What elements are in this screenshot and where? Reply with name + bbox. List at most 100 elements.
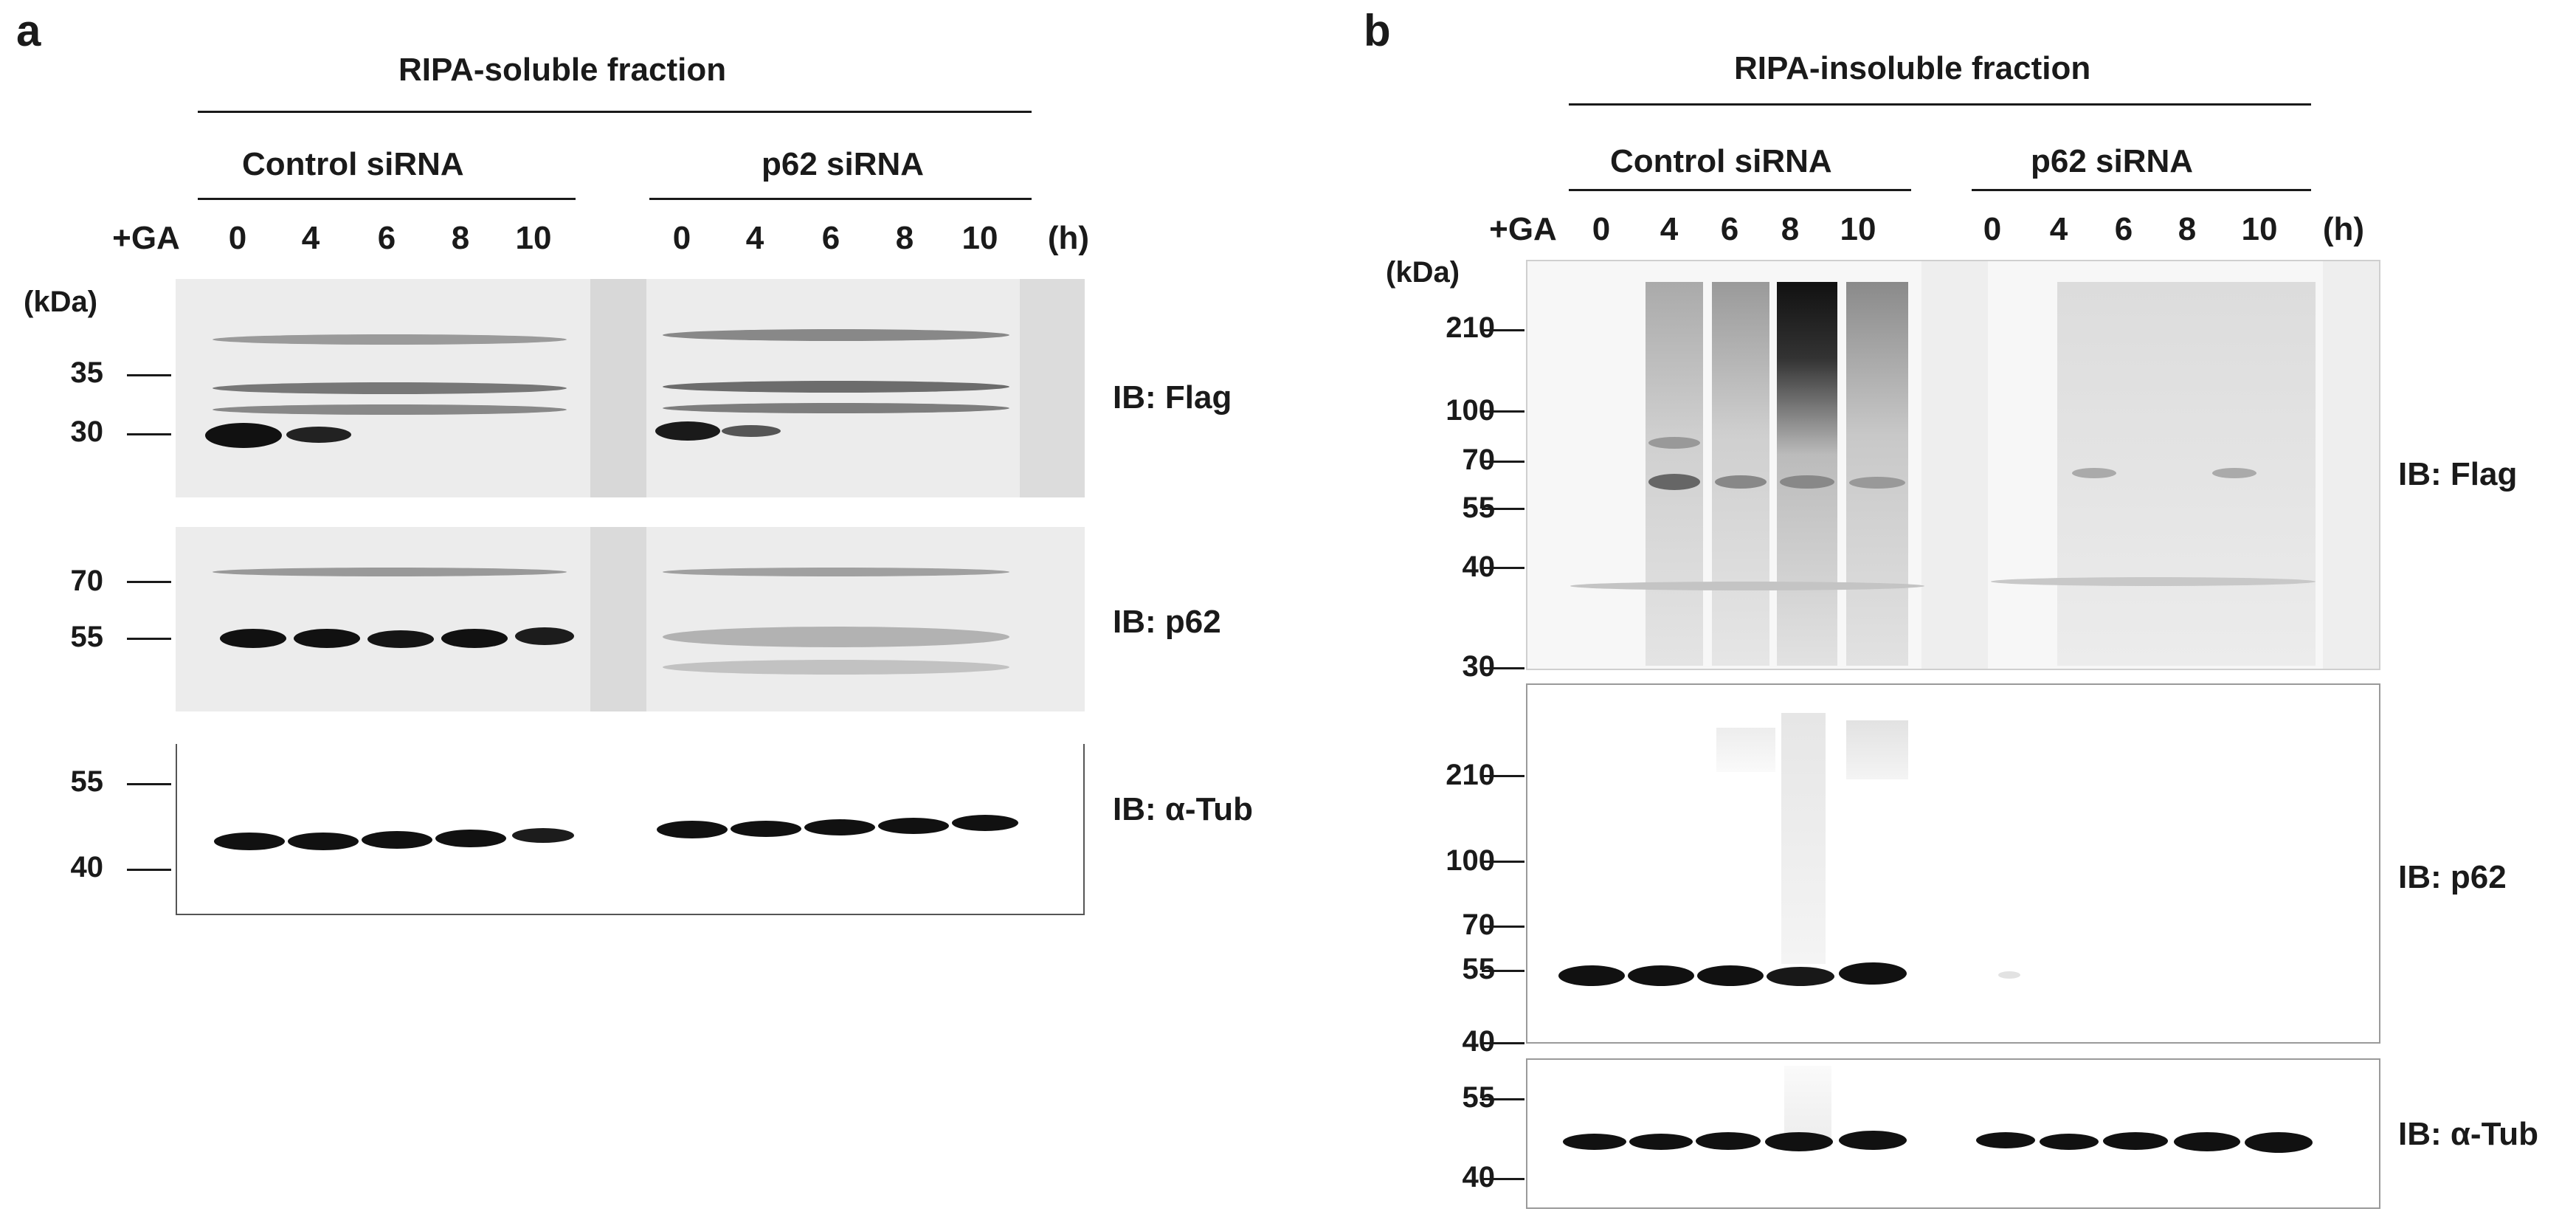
panel-a-p62-band-strong [515, 627, 574, 645]
panel-b-flag-marker: 55 [1462, 492, 1496, 524]
panel-a-flag-band [722, 425, 781, 437]
panel-b-tub-band [1629, 1134, 1693, 1150]
panel-a-flag-band [213, 334, 567, 345]
panel-a-tub-ib-label: IB: α-Tub [1113, 791, 1253, 827]
panel-b-flag-frame [1526, 260, 2380, 670]
panel-a-flag-band-strong [205, 423, 282, 448]
panel-a-kda-label: (kDa) [24, 286, 98, 318]
panel-a-blot-p62 [176, 527, 1085, 711]
panel-a-flag-band-strong [655, 421, 720, 441]
panel-b-flag-band [1715, 475, 1767, 489]
panel-b-p62-marker: 210 [1446, 759, 1495, 791]
panel-b-flag-band [1648, 474, 1700, 490]
panel-b-flag-tick [1482, 461, 1524, 463]
panel-a-group-control: Control siRNA [242, 146, 464, 182]
panel-b-p62-marker: 100 [1446, 844, 1495, 877]
panel-b-p62-rule [1972, 189, 2311, 191]
panel-b-flag-band [1849, 477, 1905, 489]
panel-b-p62-band-strong [1558, 965, 1625, 986]
panel-b-p62-smear [1716, 728, 1775, 772]
panel-a-tub-tick [127, 783, 171, 785]
panel-b-p62-band [1998, 971, 2020, 979]
panel-a-blot-flag [176, 279, 1085, 497]
panel-a-p62-band-strong [220, 629, 286, 648]
panel-b-letter: b [1364, 6, 1391, 55]
panel-b-p62-marker: 70 [1462, 909, 1496, 941]
panel-b-p62-tick [1482, 775, 1524, 777]
panel-a-letter: a [16, 6, 41, 55]
panel-b-flag-marker: 30 [1462, 650, 1496, 683]
panel-a-gap [590, 279, 646, 497]
panel-a-tub-frame-right [1083, 744, 1085, 915]
panel-b-flag-tick [1482, 667, 1524, 669]
panel-b-unit-label: (h) [2322, 211, 2365, 247]
panel-a-p62-band-strong [294, 629, 360, 648]
panel-b-lane: 10 [2241, 211, 2278, 247]
panel-b-title-rule [1569, 103, 2311, 106]
panel-b-p62-band-strong [1767, 967, 1834, 986]
panel-b-lane: 8 [1781, 211, 1800, 247]
panel-b-treatment-label: +GA [1489, 211, 1557, 247]
panel-a-flag-tick [127, 433, 171, 435]
panel-b-group-p62: p62 siRNA [2031, 143, 2194, 179]
panel-a-p62-band-strong [367, 630, 434, 648]
panel-a-flag-marker: 30 [70, 416, 104, 448]
panel-a-p62-band [213, 568, 567, 576]
panel-a-flag-band [213, 404, 567, 415]
panel-b-gap [2323, 260, 2380, 670]
panel-a-lane: 8 [451, 220, 470, 256]
panel-b-p62-band-strong [1839, 962, 1907, 985]
panel-b-group-control: Control siRNA [1610, 143, 1832, 179]
panel-a-flag-tick [127, 374, 171, 376]
panel-b-lane: 4 [2049, 211, 2068, 247]
panel-b-tub-band [1976, 1132, 2035, 1148]
panel-b-flag-band [1570, 582, 1924, 590]
panel-a-tub-band [214, 833, 285, 850]
panel-b-tub-tick [1482, 1178, 1524, 1180]
panel-a-gap [590, 527, 646, 711]
panel-b-flag-tick [1482, 508, 1524, 510]
panel-b-p62-tick [1482, 861, 1524, 863]
panel-b-p62-smear [1781, 713, 1826, 964]
panel-a-title: RIPA-soluble fraction [398, 52, 727, 88]
panel-b-flag-marker: 70 [1462, 444, 1496, 476]
panel-b-lane: 6 [1720, 211, 1739, 247]
panel-a-flag-marker: 35 [70, 356, 104, 389]
panel-a-tub-band [878, 818, 949, 834]
panel-b-p62-frame [1526, 683, 2380, 1044]
panel-a-p62-rule [649, 198, 1032, 200]
panel-a-lane: 10 [515, 220, 552, 256]
panel-a-tub-band [657, 821, 728, 838]
panel-a-flag-band [213, 382, 567, 394]
panel-b-p62-tick [1482, 1042, 1524, 1044]
panel-b-lane: 4 [1660, 211, 1679, 247]
panel-b-flag-band [1991, 577, 2316, 586]
panel-b-tub-marker: 40 [1462, 1161, 1496, 1193]
panel-a-p62-marker: 70 [70, 565, 104, 597]
panel-b-lane: 0 [1983, 211, 2002, 247]
panel-a-p62-band-strong [441, 629, 508, 648]
panel-a-lane: 4 [745, 220, 764, 256]
panel-b-p62-marker: 40 [1462, 1025, 1496, 1058]
panel-b-kda-label: (kDa) [1386, 256, 1460, 289]
panel-b-tub-band [1839, 1131, 1907, 1150]
panel-b-gap [1921, 260, 1988, 670]
panel-a-tub-marker: 40 [70, 851, 104, 883]
panel-a-p62-tick [127, 581, 171, 583]
panel-a-lane: 10 [961, 220, 998, 256]
panel-a-p62-band [663, 627, 1009, 647]
panel-a-tub-frame-bottom [176, 914, 1085, 915]
panel-b-blot-flag [1526, 260, 2380, 670]
panel-a-title-rule [198, 111, 1032, 113]
panel-a-lane: 6 [377, 220, 396, 256]
panel-a-flag-band [663, 403, 1009, 413]
panel-b-flag-smear [1846, 282, 1908, 666]
panel-b-tub-ib-label: IB: α-Tub [2398, 1116, 2538, 1152]
panel-a-flag-band [663, 329, 1009, 341]
panel-a-p62-band [663, 568, 1009, 576]
panel-b-flag-ib-label: IB: Flag [2398, 456, 2518, 492]
panel-b-flag-tick [1482, 410, 1524, 413]
panel-b-tub-band [1563, 1134, 1626, 1150]
panel-a-control-rule [198, 198, 576, 200]
panel-a-flag-ib-label: IB: Flag [1113, 379, 1232, 416]
